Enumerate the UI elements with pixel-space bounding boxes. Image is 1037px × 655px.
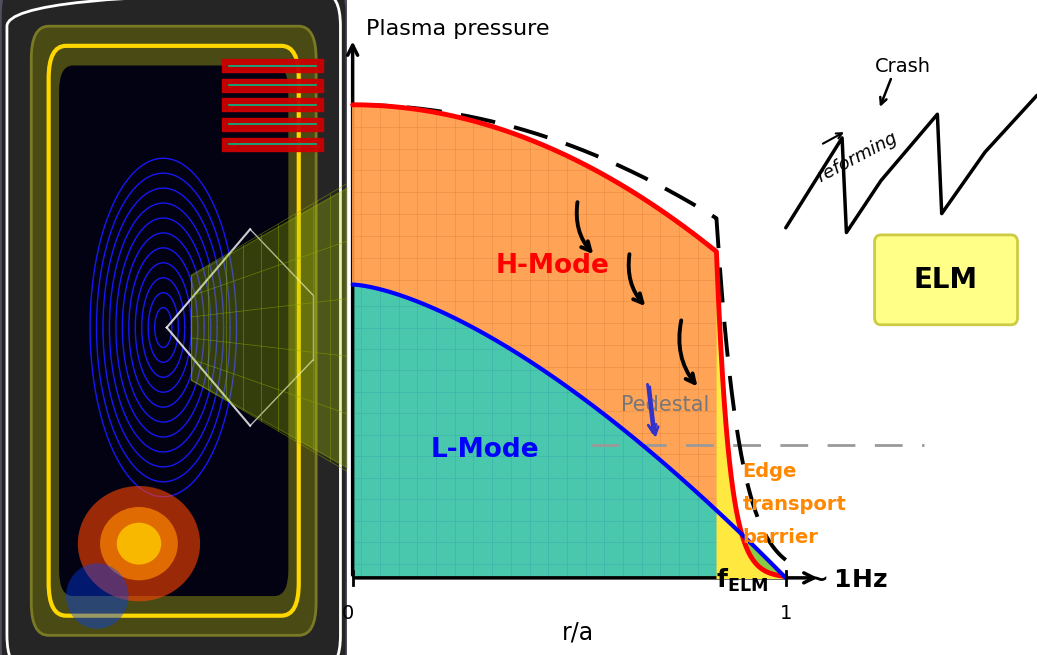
Text: ELM: ELM (914, 266, 978, 294)
Ellipse shape (100, 507, 178, 580)
Ellipse shape (117, 523, 161, 565)
Ellipse shape (66, 563, 129, 629)
Text: Crash: Crash (875, 58, 931, 77)
Text: $\mathbf{\sim 1Hz}$: $\mathbf{\sim 1Hz}$ (803, 569, 888, 592)
Text: 1: 1 (780, 604, 792, 623)
Text: $\mathbf{f}_{\mathbf{ELM}}$: $\mathbf{f}_{\mathbf{ELM}}$ (717, 567, 768, 594)
FancyBboxPatch shape (62, 72, 285, 590)
Text: Plasma pressure: Plasma pressure (366, 19, 550, 39)
Text: Edge: Edge (742, 462, 796, 481)
Text: r/a: r/a (562, 620, 594, 645)
FancyBboxPatch shape (31, 26, 316, 635)
Text: Pedestal: Pedestal (621, 395, 709, 415)
Text: transport: transport (742, 495, 846, 514)
FancyBboxPatch shape (874, 235, 1017, 325)
Text: reforming: reforming (814, 128, 900, 185)
FancyBboxPatch shape (0, 0, 347, 655)
Text: L-Mode: L-Mode (430, 437, 539, 463)
Text: H-Mode: H-Mode (496, 253, 610, 278)
FancyBboxPatch shape (59, 66, 288, 596)
Ellipse shape (78, 486, 200, 601)
Text: barrier: barrier (742, 528, 818, 547)
Text: 0: 0 (342, 604, 355, 623)
